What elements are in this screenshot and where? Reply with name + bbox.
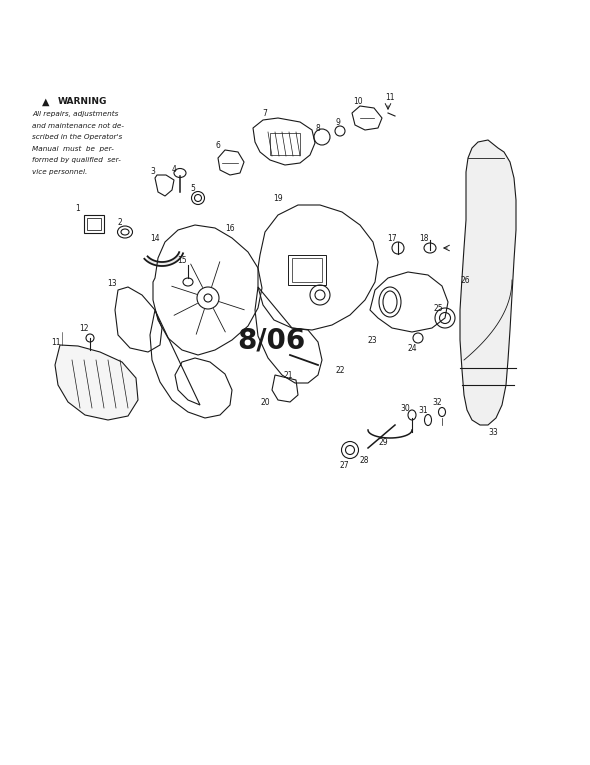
Text: 1: 1 xyxy=(76,203,80,213)
Text: 32: 32 xyxy=(432,398,442,406)
Text: 5: 5 xyxy=(191,184,195,193)
Text: 13: 13 xyxy=(107,278,117,288)
Polygon shape xyxy=(460,140,516,425)
Text: 16: 16 xyxy=(225,223,235,233)
Text: 11: 11 xyxy=(385,93,395,102)
Text: 18: 18 xyxy=(419,233,429,243)
Polygon shape xyxy=(55,345,138,420)
Text: scribed in the Operator's: scribed in the Operator's xyxy=(32,134,122,140)
Text: 20: 20 xyxy=(260,398,270,406)
Text: 9: 9 xyxy=(336,118,340,126)
Text: All repairs, adjustments: All repairs, adjustments xyxy=(32,111,119,117)
Bar xyxy=(288,255,326,285)
Text: 22: 22 xyxy=(335,366,345,375)
Text: 10: 10 xyxy=(353,96,363,106)
Text: 15: 15 xyxy=(177,256,187,265)
Text: formed by qualified  ser-: formed by qualified ser- xyxy=(32,157,121,163)
Text: ▲: ▲ xyxy=(42,97,50,107)
Text: 7: 7 xyxy=(263,109,267,118)
Text: WARNING: WARNING xyxy=(58,97,107,106)
Text: and maintenance not de-: and maintenance not de- xyxy=(32,122,124,129)
Text: 14: 14 xyxy=(150,233,160,243)
Bar xyxy=(292,258,322,282)
Text: 23: 23 xyxy=(367,336,377,344)
Text: 8/06: 8/06 xyxy=(237,327,306,354)
Bar xyxy=(84,215,104,233)
Text: vice personnel.: vice personnel. xyxy=(32,168,87,174)
Text: 3: 3 xyxy=(150,167,155,175)
Text: 19: 19 xyxy=(273,194,283,203)
Text: 21: 21 xyxy=(283,370,293,379)
Bar xyxy=(87,218,101,230)
Text: Manual  must  be  per-: Manual must be per- xyxy=(32,145,114,151)
Text: 11: 11 xyxy=(51,337,61,347)
Text: 12: 12 xyxy=(79,324,88,333)
Text: 8: 8 xyxy=(316,123,320,132)
Text: 2: 2 xyxy=(117,217,122,226)
Text: 6: 6 xyxy=(215,141,221,149)
Text: 26: 26 xyxy=(460,275,470,285)
Text: 28: 28 xyxy=(359,455,369,464)
Text: 33: 33 xyxy=(488,428,498,437)
Text: 29: 29 xyxy=(378,438,388,447)
Text: 25: 25 xyxy=(433,304,443,312)
Text: 27: 27 xyxy=(339,461,349,470)
Text: 17: 17 xyxy=(387,233,397,243)
Bar xyxy=(270,133,300,155)
Text: 24: 24 xyxy=(407,343,417,353)
Text: 30: 30 xyxy=(400,403,410,412)
Text: 4: 4 xyxy=(172,164,176,174)
Text: 31: 31 xyxy=(418,405,428,415)
